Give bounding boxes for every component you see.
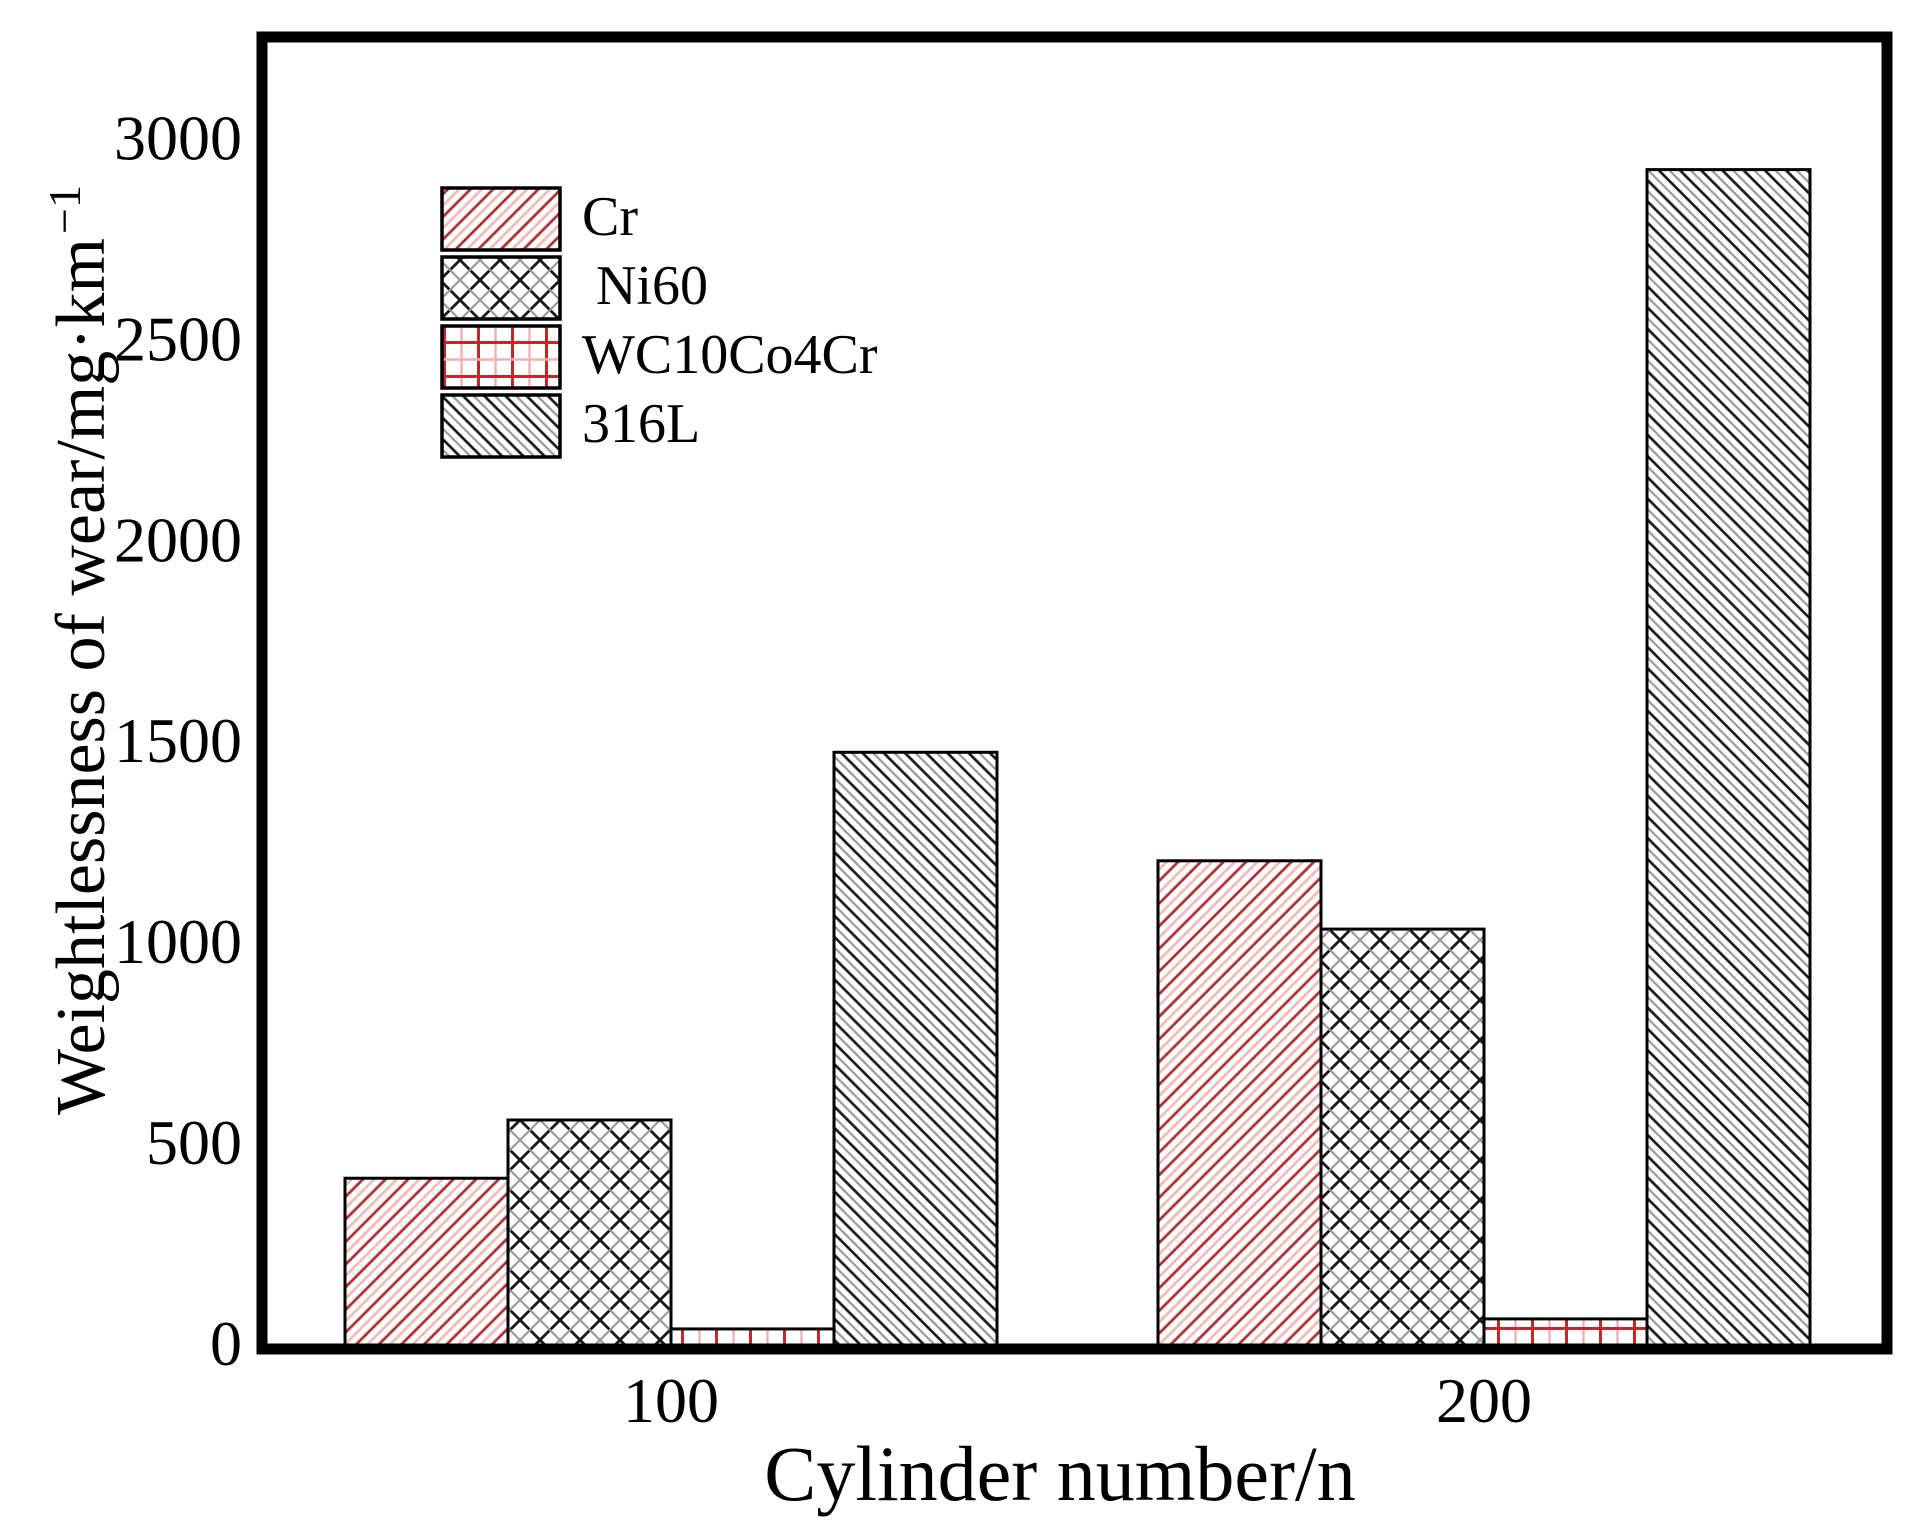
bar-cr-100 [343,1176,510,1351]
y-axis-title: Weightlessness of wear/mg·km−1 [39,185,120,1115]
y-tick-label-3000: 3000 [114,102,242,173]
legend-item-wc10co4cr: WC10Co4Cr [440,324,878,390]
x-tick-label-100: 100 [623,1365,719,1436]
bar-cr-200 [1156,859,1323,1351]
bar-316l-100 [832,750,999,1351]
y-axis-title-base: Weightlessness of wear/mg·km [43,238,120,1115]
legend-item-ni60: Ni60 [440,255,708,321]
y-tick-label-1500: 1500 [114,705,242,776]
plot-border [256,31,1893,1355]
y-tick-label-1000: 1000 [114,906,242,977]
y-tick-label-500: 500 [146,1107,242,1178]
y-axis-tick-labels: 0 500 1000 1500 2000 2500 3000 [114,102,242,1379]
bar-ni60-200 [1319,927,1486,1351]
legend-swatch-wc10co4cr [440,324,562,390]
x-axis-tick-labels: 100 200 [623,1365,1532,1436]
legend-swatch-cr [440,186,562,252]
x-tick-label-200: 200 [1436,1365,1532,1436]
x-axis-title: Cylinder number/n [764,1430,1355,1517]
legend: Cr Ni60 WC10Co4Cr 316L [440,186,878,459]
legend-swatch-ni60 [440,255,562,321]
bar-316l-200 [1645,168,1812,1351]
legend-label-ni60: Ni60 [596,255,708,317]
y-axis-title-superscript: −1 [39,185,90,234]
y-tick-label-2500: 2500 [114,303,242,374]
legend-swatch-316l [440,393,562,459]
legend-item-316l: 316L [440,393,700,459]
legend-label-cr: Cr [582,186,638,248]
legend-label-316l: 316L [582,393,700,455]
bar-ni60-100 [506,1118,673,1351]
legend-item-cr: Cr [440,186,638,252]
y-tick-label-0: 0 [210,1308,242,1379]
legend-label-wc10co4cr: WC10Co4Cr [582,324,878,386]
y-tick-label-2000: 2000 [114,504,242,575]
bars-layer [343,168,1812,1351]
